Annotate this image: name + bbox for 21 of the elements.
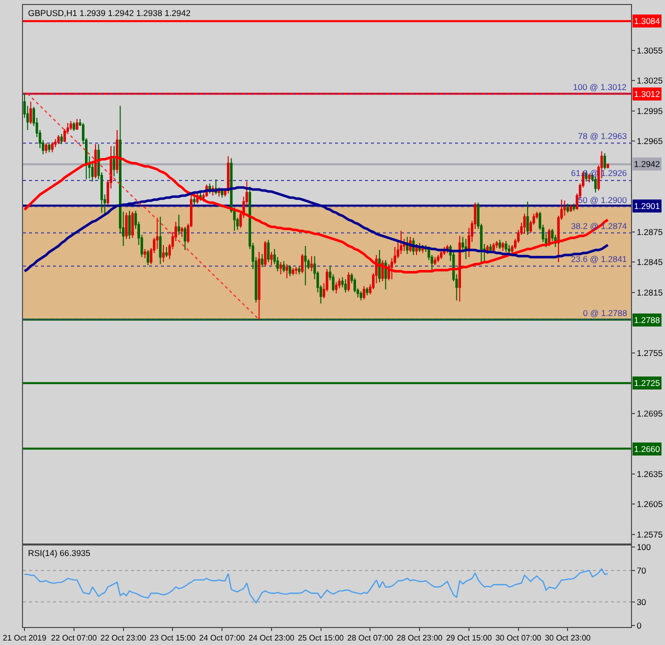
x-tick-label: 29 Oct 15:00 (446, 634, 492, 643)
y-tick-label: 100 (636, 542, 652, 552)
x-tick-label: 22 Oct 23:00 (100, 634, 147, 643)
y-tick-label: 1.2575 (636, 529, 663, 540)
y-tick-label: 1.2635 (636, 468, 663, 479)
x-tick-label: 28 Oct 07:00 (347, 634, 394, 643)
x-tick-label: 24 Oct 23:00 (248, 634, 295, 643)
chart-title: RSI(14) 66.3935 (28, 548, 91, 558)
x-tick-label: 23 Oct 15:00 (150, 634, 196, 643)
x-tick-label: 30 Oct 07:00 (495, 634, 542, 643)
y-tick-label: 30 (636, 596, 646, 607)
x-tick-label: 28 Oct 23:00 (396, 634, 444, 643)
x-tick-label: 21 Oct 2019 (2, 634, 47, 643)
y-tick-label: 70 (636, 565, 646, 576)
x-tick-label: 25 Oct 15:00 (298, 634, 344, 643)
y-tick-label: 1.2605 (636, 499, 663, 510)
x-tick-label: 22 Oct 07:00 (51, 634, 98, 643)
x-tick-label: 24 Oct 07:00 (199, 634, 246, 643)
line-series (24, 568, 608, 604)
y-tick-label: 0 (636, 620, 642, 630)
x-tick-label: 30 Oct 23:00 (544, 634, 592, 643)
